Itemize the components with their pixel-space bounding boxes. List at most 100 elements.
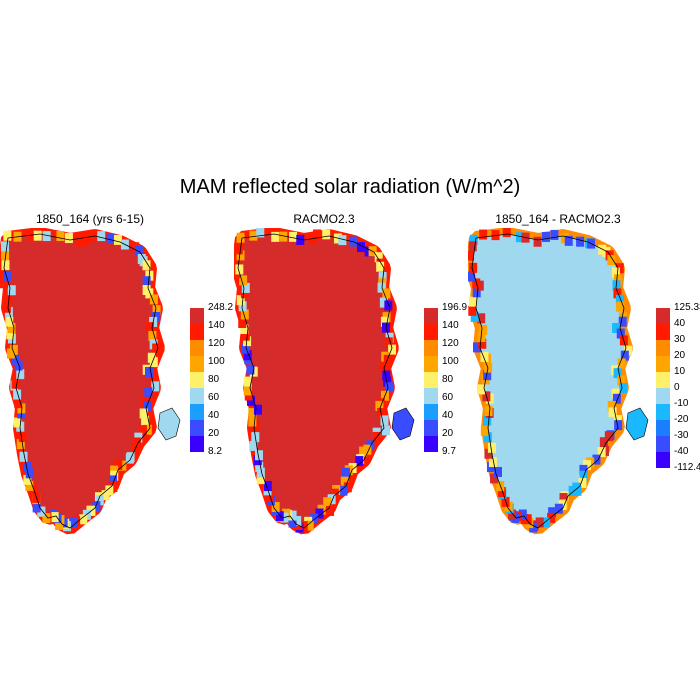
figure-title: MAM reflected solar radiation (W/m^2) xyxy=(179,176,521,198)
grid-cell xyxy=(608,407,617,418)
grid-cell xyxy=(256,474,265,485)
grid-cell xyxy=(42,513,51,524)
grid-cell xyxy=(101,490,110,501)
colorbar-label: 100 xyxy=(208,356,225,367)
grid-cell xyxy=(243,350,252,361)
grid-cell xyxy=(33,230,42,241)
grid-cell xyxy=(25,468,34,479)
grid-cell xyxy=(275,511,284,522)
panel-title: 1850_164 - RACMO2.3 xyxy=(495,212,621,226)
grid-cell xyxy=(114,459,123,470)
colorbar-label: 20 xyxy=(674,350,686,361)
grid-cell xyxy=(248,408,257,419)
grid-cell xyxy=(23,474,32,485)
colorbar-swatch xyxy=(190,308,204,324)
grid-cell xyxy=(618,316,627,327)
grid-cell xyxy=(619,383,628,394)
grid-cell xyxy=(32,502,41,513)
colorbar-label: 20 xyxy=(442,428,454,439)
colorbar-swatch xyxy=(656,436,670,452)
colorbar-label: 0 xyxy=(674,382,680,393)
grid-cell xyxy=(375,400,384,411)
grid-cell xyxy=(477,313,486,324)
grid-cell xyxy=(7,285,16,296)
grid-cell xyxy=(145,322,154,333)
grid-cell xyxy=(613,368,622,379)
grid-cell xyxy=(472,342,481,353)
colorbar-label: 80 xyxy=(442,374,454,385)
colorbar-swatch xyxy=(424,308,438,324)
colorbar-label: 120 xyxy=(208,338,225,349)
grid-cell xyxy=(383,376,392,387)
colorbar-swatch xyxy=(190,324,204,340)
island xyxy=(391,407,415,441)
grid-cell xyxy=(477,331,486,342)
grid-cell xyxy=(3,288,12,299)
grid-cell xyxy=(145,288,154,299)
grid-cell xyxy=(240,324,249,335)
grid-cell xyxy=(3,230,12,241)
colorbar-swatch xyxy=(424,340,438,356)
grid-cell xyxy=(241,282,250,293)
grid-cell xyxy=(249,440,258,451)
grid-cell xyxy=(599,437,608,448)
grid-cell xyxy=(518,509,527,520)
grid-cell xyxy=(288,517,297,528)
colorbar-swatch xyxy=(424,324,438,340)
colorbar-swatch xyxy=(424,436,438,452)
grid-cell xyxy=(243,385,252,396)
grid-cell xyxy=(343,482,352,493)
grid-cell xyxy=(134,245,143,256)
grid-cell xyxy=(483,432,492,443)
grid-cell xyxy=(480,425,489,436)
grid-cell xyxy=(142,260,151,271)
grid-cell xyxy=(374,252,383,263)
grid-cell xyxy=(484,448,493,459)
grid-cell xyxy=(27,230,36,241)
grid-cell xyxy=(617,358,626,369)
grid-cell xyxy=(293,516,302,527)
colorbar-swatch xyxy=(656,372,670,388)
grid-cell xyxy=(76,236,85,247)
colorbar-swatch xyxy=(656,324,670,340)
grid-cell xyxy=(152,305,161,316)
coastline xyxy=(3,233,159,529)
grid-cell xyxy=(236,250,245,261)
grid-cell xyxy=(385,382,394,393)
grid-cell xyxy=(330,488,339,499)
grid-cell xyxy=(109,475,118,486)
grid-cell xyxy=(547,512,556,523)
grid-cell xyxy=(138,425,147,436)
grid-cell xyxy=(468,241,477,252)
colorbar-label: 120 xyxy=(442,338,459,349)
grid-cell xyxy=(340,476,349,487)
grid-cell xyxy=(92,501,101,512)
colorbar-swatch xyxy=(424,420,438,436)
colorbar-label: -112.4 xyxy=(674,462,700,473)
grid-cell xyxy=(487,442,496,453)
grid-cell xyxy=(502,228,511,238)
grid-cell xyxy=(1,260,10,271)
colorbar-label: -40 xyxy=(674,446,689,457)
grid-cell xyxy=(310,513,319,524)
grid-cell xyxy=(50,512,59,523)
colorbar-label: 20 xyxy=(208,428,220,439)
colorbar-swatch xyxy=(190,420,204,436)
colorbar-swatch xyxy=(190,356,204,372)
colorbar-swatch xyxy=(190,404,204,420)
grid-cell xyxy=(607,255,616,266)
grid-cell xyxy=(327,494,336,505)
grid-cell xyxy=(380,415,389,426)
grid-cell xyxy=(384,337,393,348)
colorbar-label: 8.2 xyxy=(208,446,222,457)
colorbar-swatch xyxy=(424,404,438,420)
grid-cell xyxy=(254,450,263,461)
grid-cell xyxy=(468,305,477,316)
grid-cell xyxy=(469,234,478,245)
grid-cell xyxy=(271,231,280,242)
colorbar-label: 248.2 xyxy=(208,302,234,313)
grid-cell xyxy=(479,229,488,240)
grid-cell xyxy=(554,503,563,514)
colorbar-label: -10 xyxy=(674,398,689,409)
colorbar-swatch xyxy=(190,372,204,388)
